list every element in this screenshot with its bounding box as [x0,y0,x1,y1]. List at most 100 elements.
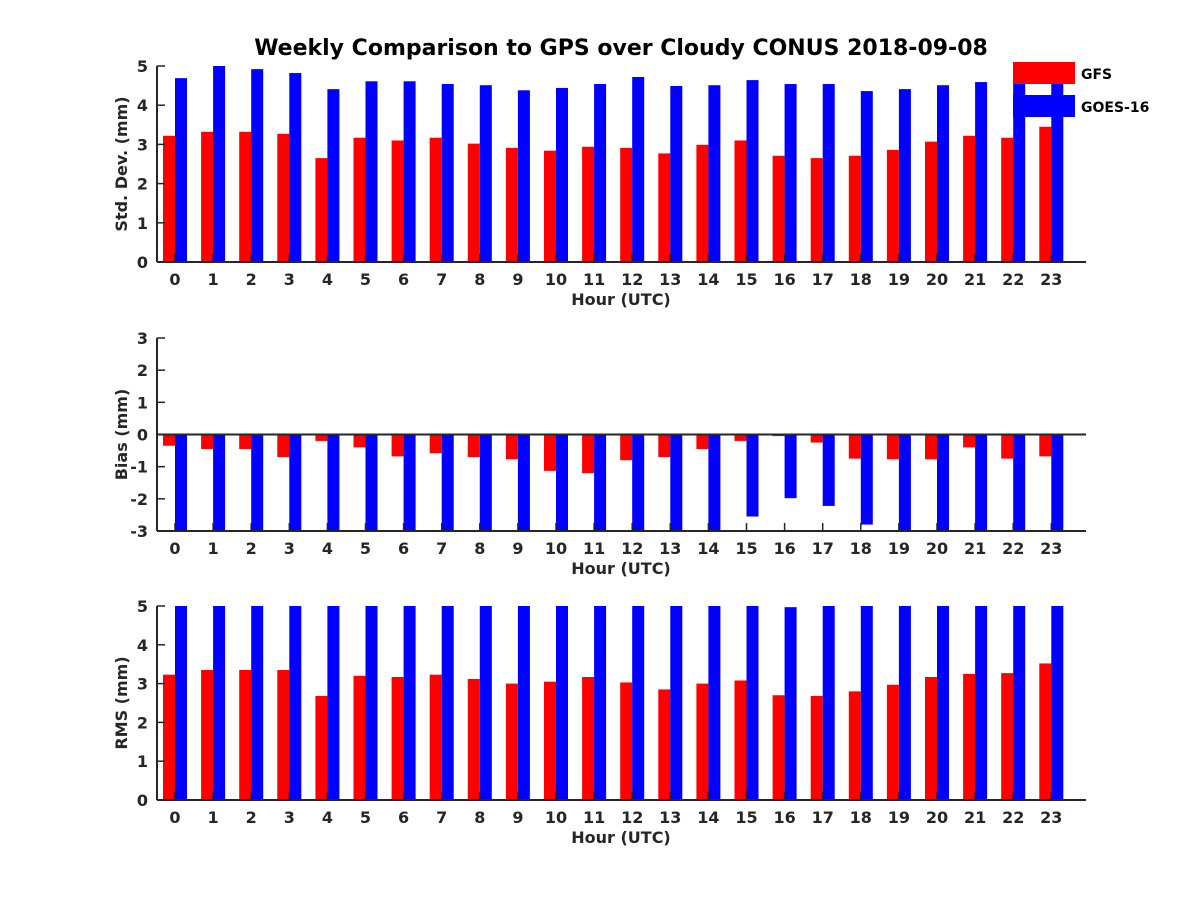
bar-gfs-std-dev-2 [239,131,252,262]
x-tick-label-std-dev-7: 7 [436,270,447,289]
bar-goes-bias-9 [517,434,530,531]
x-tick-label-rms-5: 5 [360,808,371,827]
bar-gfs-bias-9 [505,434,518,460]
bar-gfs-bias-7 [429,434,442,454]
x-tick-label-bias-1: 1 [208,539,219,558]
y-tick-label-rms-3: 3 [137,675,148,694]
y-tick-label-bias--1: -1 [130,458,148,477]
x-tick-label-bias-7: 7 [436,539,447,558]
bar-goes-rms-15 [746,606,759,800]
bar-gfs-std-dev-7 [429,137,442,262]
x-tick-label-std-dev-16: 16 [773,270,795,289]
x-tick-label-rms-18: 18 [850,808,872,827]
y-tick-label-bias--2: -2 [130,490,148,509]
x-tick-label-rms-3: 3 [284,808,295,827]
bar-gfs-bias-13 [658,434,671,458]
bar-goes-rms-22 [1013,606,1026,800]
chart-title: Weekly Comparison to GPS over Cloudy CON… [254,36,988,61]
x-tick-label-std-dev-12: 12 [621,270,643,289]
bar-gfs-rms-9 [505,683,518,800]
bar-gfs-bias-6 [391,434,404,457]
x-tick-label-rms-9: 9 [512,808,523,827]
bar-gfs-bias-1 [201,434,214,449]
x-tick-label-bias-11: 11 [583,539,605,558]
x-tick-label-std-dev-22: 22 [1002,270,1024,289]
bar-gfs-bias-20 [925,434,937,460]
x-tick-label-bias-23: 23 [1040,539,1062,558]
x-tick-label-std-dev-3: 3 [284,270,295,289]
bar-gfs-bias-21 [963,434,976,448]
x-tick-label-rms-20: 20 [926,808,948,827]
x-tick-label-std-dev-9: 9 [512,270,523,289]
bar-gfs-rms-12 [620,682,633,800]
bar-gfs-rms-4 [315,696,328,800]
bar-goes-bias-12 [632,434,645,531]
bar-gfs-std-dev-21 [963,135,976,262]
y-tick-label-std-dev-3: 3 [137,135,148,154]
bar-gfs-bias-12 [620,434,633,461]
x-ticks-std-dev: 0 1 2 3 4 5 6 7 8 9 10 11 12 13 14 15 16 17 18 19 20 21 22 23 [169,254,1062,289]
y-tick-label-bias-3: 3 [137,329,148,348]
bar-goes-rms-7 [441,606,454,800]
bar-gfs-rms-8 [467,678,480,800]
x-tick-label-rms-1: 1 [208,808,219,827]
bar-goes-std-dev-12 [632,76,645,262]
bar-gfs-rms-18 [848,691,861,800]
x-tick-label-std-dev-6: 6 [398,270,409,289]
bar-goes-bias-1 [213,434,226,531]
x-tick-label-bias-6: 6 [398,539,409,558]
y-tick-label-std-dev-5: 5 [137,57,148,76]
bar-goes-rms-2 [251,606,264,800]
bar-goes-rms-1 [213,606,226,800]
bar-gfs-bias-11 [582,434,595,474]
x-tick-label-bias-16: 16 [773,539,795,558]
x-tick-label-std-dev-10: 10 [545,270,567,289]
bar-gfs-bias-19 [886,434,899,460]
x-tick-label-std-dev-4: 4 [322,270,333,289]
bar-gfs-bias-2 [239,434,252,449]
x-tick-label-rms-19: 19 [888,808,910,827]
bar-gfs-bias-0 [163,434,175,446]
bar-gfs-std-dev-3 [277,133,290,262]
bar-goes-rms-10 [556,606,568,800]
legend-swatch-gfs [1013,62,1075,84]
bar-gfs-rms-5 [353,675,366,800]
bar-goes-rms-21 [975,606,988,800]
bar-goes-rms-19 [898,606,911,800]
x-tick-label-bias-4: 4 [322,539,333,558]
bar-goes-std-dev-8 [479,85,492,263]
bar-goes-std-dev-21 [975,82,988,262]
bar-gfs-std-dev-0 [163,135,175,262]
bar-goes-bias-0 [175,434,187,531]
y-axis-label-std-dev: Std. Dev. (mm) [112,96,131,231]
bar-gfs-std-dev-17 [810,158,823,262]
x-tick-label-bias-18: 18 [850,539,872,558]
x-tick-label-rms-2: 2 [246,808,257,827]
x-tick-label-bias-22: 22 [1002,539,1024,558]
bar-gfs-std-dev-19 [886,149,899,262]
x-tick-label-std-dev-17: 17 [812,270,834,289]
bar-gfs-rms-6 [391,677,404,800]
bar-goes-rms-3 [289,606,302,800]
x-ticks-rms: 0 1 2 3 4 5 6 7 8 9 10 11 12 13 14 15 16 17 18 19 20 21 22 23 [169,792,1062,827]
bar-goes-bias-10 [556,434,568,531]
y-tick-label-rms-0: 0 [137,791,148,810]
bar-goes-rms-5 [365,606,378,800]
bar-gfs-rms-0 [163,674,175,800]
bar-gfs-bias-4 [315,434,328,441]
x-tick-label-std-dev-5: 5 [360,270,371,289]
bar-gfs-std-dev-10 [544,150,556,262]
bar-goes-bias-7 [441,434,454,531]
bar-goes-std-dev-7 [441,84,454,262]
bar-goes-std-dev-3 [289,73,302,262]
bar-gfs-rms-2 [239,670,252,800]
bar-gfs-std-dev-15 [734,140,747,262]
x-axis-label-rms: Hour (UTC) [571,828,671,847]
bar-goes-rms-11 [594,606,607,800]
bar-goes-std-dev-1 [213,66,226,262]
x-tick-label-rms-4: 4 [322,808,333,827]
x-tick-label-std-dev-20: 20 [926,270,948,289]
x-tick-label-bias-8: 8 [474,539,485,558]
x-tick-label-bias-5: 5 [360,539,371,558]
